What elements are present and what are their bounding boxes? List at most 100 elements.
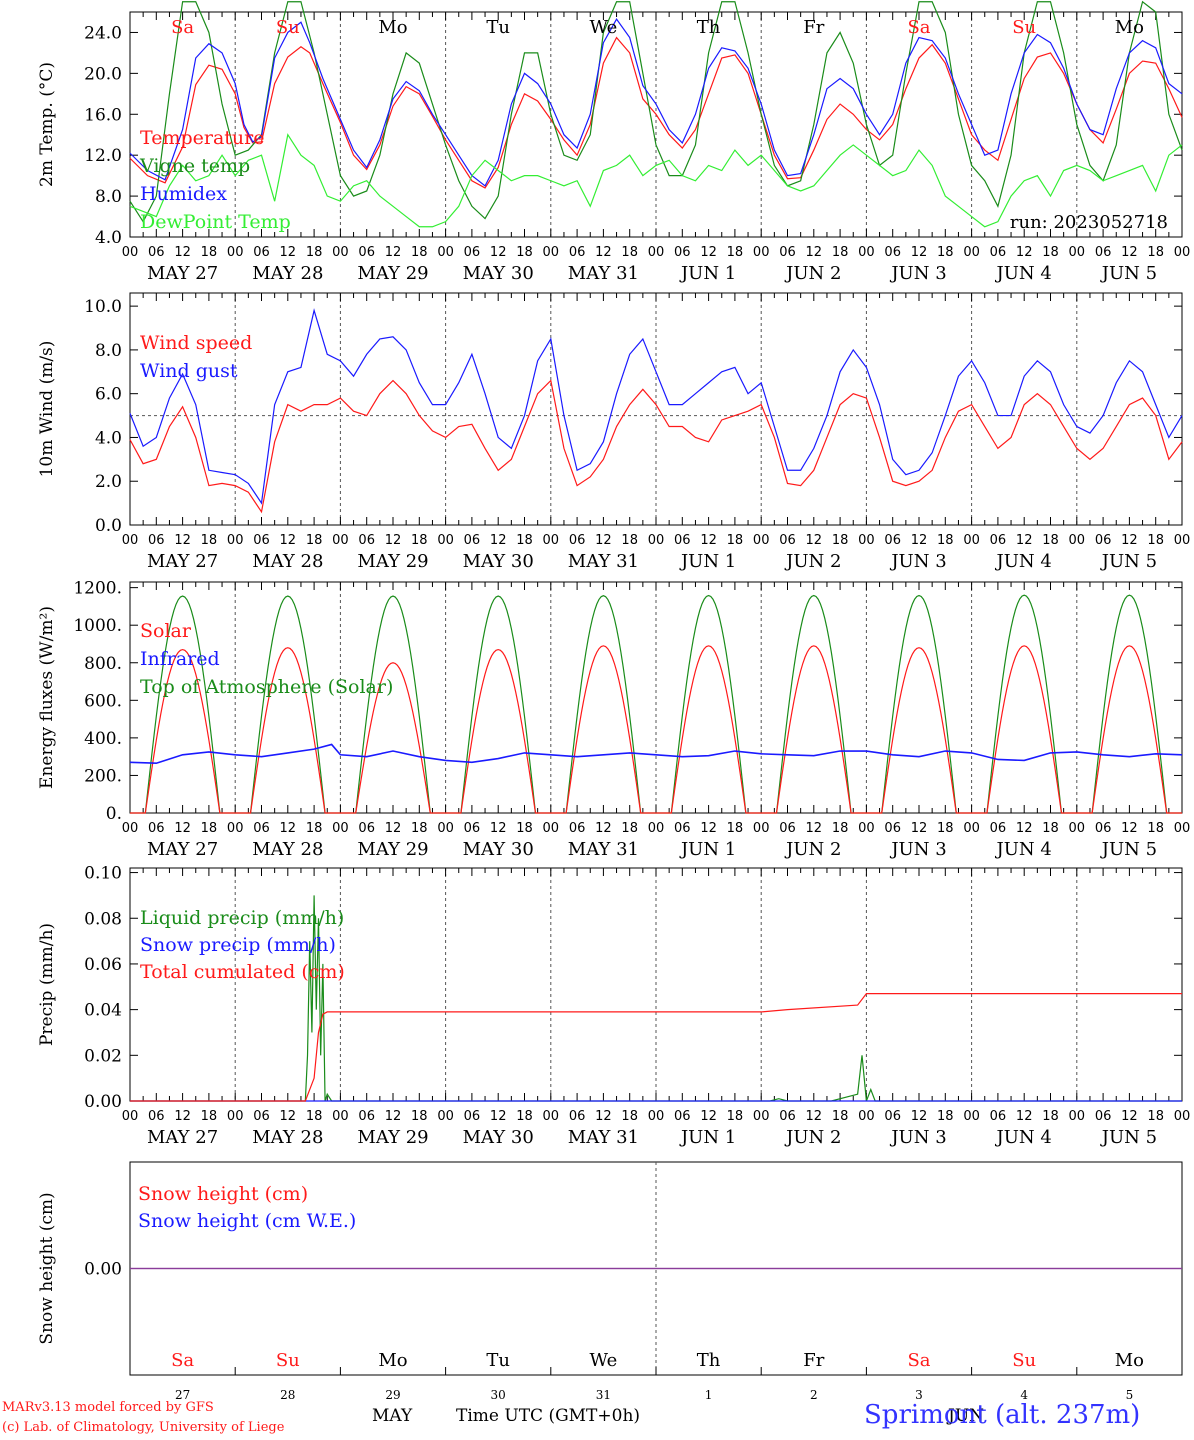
- hour-tick-label: 00: [963, 821, 980, 836]
- date-label: MAY 27: [147, 263, 218, 284]
- date-label: MAY 31: [568, 551, 639, 572]
- hour-tick-label: 06: [990, 245, 1007, 260]
- y-tick-label: 6.0: [95, 385, 122, 405]
- y-tick-label: 16.0: [84, 105, 122, 125]
- y-tick-label: 20.0: [84, 64, 122, 84]
- hour-tick-label: 12: [595, 821, 612, 836]
- day-of-week-label: Th: [697, 17, 721, 38]
- hour-tick-label: 18: [1042, 533, 1059, 548]
- legend-entry: Wind gust: [140, 360, 238, 382]
- hour-tick-label: 00: [963, 245, 980, 260]
- hour-tick-label: 00: [1174, 533, 1191, 548]
- y-axis-label: 10m Wind (m/s): [37, 341, 57, 478]
- day-of-week-label: Fr: [803, 17, 824, 38]
- date-label: JUN 2: [784, 551, 841, 572]
- y-tick-label: 10.0: [84, 297, 122, 317]
- hour-tick-label: 06: [884, 533, 901, 548]
- hour-tick-label: 00: [227, 245, 244, 260]
- hour-tick-label: 18: [201, 245, 218, 260]
- hour-tick-label: 06: [358, 533, 375, 548]
- hour-tick-label: 12: [1121, 533, 1138, 548]
- hour-tick-label: 00: [1174, 1109, 1191, 1124]
- day-number-label: 2: [810, 1388, 818, 1402]
- hour-tick-label: 18: [937, 533, 954, 548]
- y-tick-label: 0.00: [84, 1260, 122, 1280]
- hour-tick-label: 06: [990, 533, 1007, 548]
- hour-tick-label: 00: [963, 1109, 980, 1124]
- hour-tick-label: 00: [753, 1109, 770, 1124]
- hour-tick-label: 18: [201, 1109, 218, 1124]
- date-label: JUN 1: [679, 839, 736, 860]
- hour-tick-label: 18: [411, 533, 428, 548]
- hour-tick-label: 06: [569, 1109, 586, 1124]
- hour-tick-label: 18: [621, 245, 638, 260]
- legend-entry: Snow height (cm W.E.): [138, 1210, 356, 1232]
- legend-entry: Solar: [140, 620, 192, 642]
- hour-tick-label: 06: [990, 1109, 1007, 1124]
- y-tick-label: 0.: [106, 804, 122, 824]
- hour-tick-label: 06: [464, 821, 481, 836]
- hour-tick-label: 12: [700, 245, 717, 260]
- hour-tick-label: 12: [385, 533, 402, 548]
- series-line-wind-gust: [129, 308, 1183, 505]
- hour-tick-label: 00: [858, 245, 875, 260]
- date-label: JUN 2: [784, 839, 841, 860]
- y-tick-label: 400.: [84, 729, 122, 749]
- hour-tick-label: 12: [280, 821, 297, 836]
- legend-entry: Total cumulated (cm): [140, 961, 345, 983]
- date-label: MAY 31: [568, 263, 639, 284]
- day-of-week-label: Sa: [171, 17, 194, 38]
- hour-tick-label: 18: [727, 1109, 744, 1124]
- date-label: JUN 5: [1100, 1127, 1157, 1148]
- hour-tick-label: 12: [280, 245, 297, 260]
- hour-tick-label: 06: [1095, 533, 1112, 548]
- hour-tick-label: 18: [1147, 1109, 1164, 1124]
- hour-tick-label: 00: [332, 821, 349, 836]
- y-tick-label: 12.0: [84, 146, 122, 166]
- date-label: MAY 29: [357, 551, 428, 572]
- y-tick-label: 0.10: [84, 864, 122, 884]
- hour-tick-label: 06: [779, 1109, 796, 1124]
- date-label: JUN 1: [679, 263, 736, 284]
- y-tick-label: 24.0: [84, 23, 122, 43]
- date-label: JUN 1: [679, 551, 736, 572]
- legend-entry: Humidex: [140, 183, 227, 205]
- hour-tick-label: 12: [1121, 1109, 1138, 1124]
- model-credit-line2: (c) Lab. of Climatology, University of L…: [2, 1420, 285, 1435]
- date-label: MAY 28: [252, 551, 323, 572]
- y-axis-label: Precip (mm/h): [37, 923, 57, 1046]
- hour-tick-label: 00: [858, 1109, 875, 1124]
- day-of-week-label: We: [590, 17, 618, 38]
- hour-tick-label: 12: [490, 245, 507, 260]
- hour-tick-label: 00: [1069, 1109, 1086, 1124]
- date-label: MAY 27: [147, 1127, 218, 1148]
- hour-tick-label: 00: [1069, 245, 1086, 260]
- legend-entry: Wind speed: [140, 332, 252, 354]
- hour-tick-label: 12: [1016, 533, 1033, 548]
- y-tick-label: 1200.: [73, 579, 122, 599]
- hour-tick-label: 12: [806, 821, 823, 836]
- hour-tick-label: 06: [1095, 821, 1112, 836]
- day-of-week-label: Th: [697, 1350, 721, 1371]
- hour-tick-label: 18: [516, 821, 533, 836]
- hour-tick-label: 18: [832, 245, 849, 260]
- date-label: MAY 29: [357, 263, 428, 284]
- hour-tick-label: 00: [227, 821, 244, 836]
- hour-tick-label: 00: [437, 821, 454, 836]
- hour-tick-label: 00: [1174, 821, 1191, 836]
- date-label: MAY 27: [147, 551, 218, 572]
- hour-tick-label: 18: [516, 1109, 533, 1124]
- hour-tick-label: 18: [411, 1109, 428, 1124]
- hour-tick-label: 18: [727, 245, 744, 260]
- hour-tick-label: 06: [569, 533, 586, 548]
- hour-tick-label: 12: [280, 533, 297, 548]
- hour-tick-label: 06: [464, 1109, 481, 1124]
- hour-tick-label: 00: [437, 533, 454, 548]
- date-label: MAY 28: [252, 839, 323, 860]
- hour-tick-label: 06: [148, 245, 165, 260]
- hour-tick-label: 00: [332, 533, 349, 548]
- hour-tick-label: 00: [648, 245, 665, 260]
- y-axis-label: Energy fluxes (W/m²): [37, 606, 57, 789]
- date-label: MAY 27: [147, 839, 218, 860]
- series-line-dewpoint-temp: [129, 133, 1183, 228]
